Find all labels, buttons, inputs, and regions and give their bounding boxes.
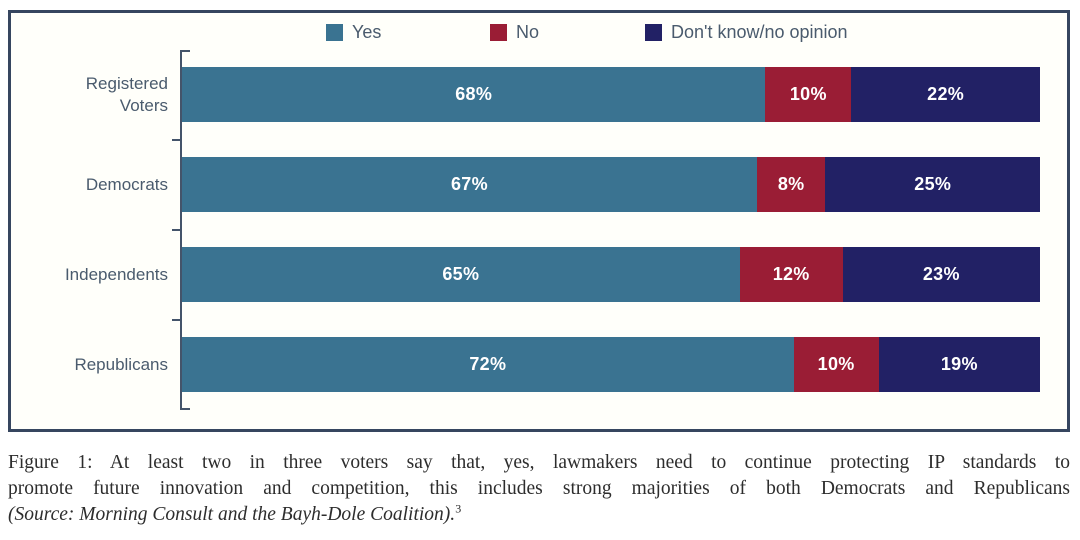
category-label: Democrats xyxy=(85,174,168,194)
axis-tick xyxy=(180,50,190,52)
bar-segment-don-t-know-no-opinion: 19% xyxy=(878,337,1040,392)
caption-source-text: (Source: Morning Consult and the Bayh-Do… xyxy=(8,504,456,525)
bar-segment-don-t-know-no-opinion: 25% xyxy=(825,157,1040,212)
figure-panel: Yes No Don't know/no opinion Registered Vo… xyxy=(8,10,1070,432)
bar-track: 68% 10% 22% xyxy=(182,67,1040,122)
caption-line-3: (Source: Morning Consult and the Bayh-Do… xyxy=(8,502,1070,528)
value-label: 23% xyxy=(922,264,960,284)
value-label: 8% xyxy=(777,174,805,194)
bar-row: Independents 65% 12% 23% xyxy=(11,247,1067,302)
bar-segment-don-t-know-no-opinion: 23% xyxy=(842,247,1040,302)
axis-tick xyxy=(172,139,180,141)
bar-track: 67% 8% 25% xyxy=(182,157,1040,212)
value-label: 12% xyxy=(772,264,810,284)
value-label: 22% xyxy=(927,84,965,104)
value-label: 67% xyxy=(450,174,488,194)
value-label: 19% xyxy=(940,354,978,374)
category-label: Independents xyxy=(64,264,168,284)
axis-tick xyxy=(172,319,180,321)
bar-segment-yes: 65% xyxy=(182,247,740,302)
legend-label: No xyxy=(516,22,540,42)
legend-item: No xyxy=(490,22,539,43)
y-axis-line xyxy=(180,50,182,410)
legend-swatch-icon xyxy=(490,24,507,41)
caption-line-2: promote future innovation and competitio… xyxy=(8,478,1070,499)
bar-segment-no: 8% xyxy=(756,157,826,212)
axis-tick xyxy=(172,229,180,231)
bar-row: Registered Voters 68% 10% 22% xyxy=(11,67,1067,122)
footnote-marker: 3 xyxy=(455,501,462,516)
category-label: Republicans xyxy=(74,354,168,374)
value-label: 10% xyxy=(817,354,855,374)
legend-label: Don't know/no opinion xyxy=(671,22,848,42)
bar-segment-yes: 72% xyxy=(182,337,794,392)
bar-segment-no: 12% xyxy=(739,247,843,302)
bar-segment-yes: 68% xyxy=(182,67,766,122)
value-label: 25% xyxy=(914,174,952,194)
legend-item: Yes xyxy=(326,22,381,43)
caption-line-1: Figure 1: At least two in three voters s… xyxy=(8,452,1070,473)
figure-caption: Figure 1: At least two in three voters s… xyxy=(8,450,1070,528)
chart-legend: Yes No Don't know/no opinion xyxy=(11,22,1067,48)
value-label: 68% xyxy=(455,84,493,104)
legend-swatch-icon xyxy=(326,24,343,41)
category-label: Registered Voters xyxy=(85,74,168,115)
bar-row: Democrats 67% 8% 25% xyxy=(11,157,1067,212)
bar-row: Republicans 72% 10% 19% xyxy=(11,337,1067,392)
bar-segment-don-t-know-no-opinion: 22% xyxy=(851,67,1040,122)
bar-track: 72% 10% 19% xyxy=(182,337,1040,392)
value-label: 10% xyxy=(789,84,827,104)
bar-track: 65% 12% 23% xyxy=(182,247,1040,302)
value-label: 65% xyxy=(442,264,480,284)
bar-segment-yes: 67% xyxy=(182,157,757,212)
bar-segment-no: 10% xyxy=(793,337,879,392)
plot-area: Yes No Don't know/no opinion Registered Vo… xyxy=(11,13,1067,429)
value-label: 72% xyxy=(469,354,507,374)
legend-swatch-icon xyxy=(645,24,662,41)
legend-label: Yes xyxy=(352,22,382,42)
legend-item: Don't know/no opinion xyxy=(645,22,848,43)
axis-tick xyxy=(180,408,190,410)
bar-segment-no: 10% xyxy=(765,67,852,122)
